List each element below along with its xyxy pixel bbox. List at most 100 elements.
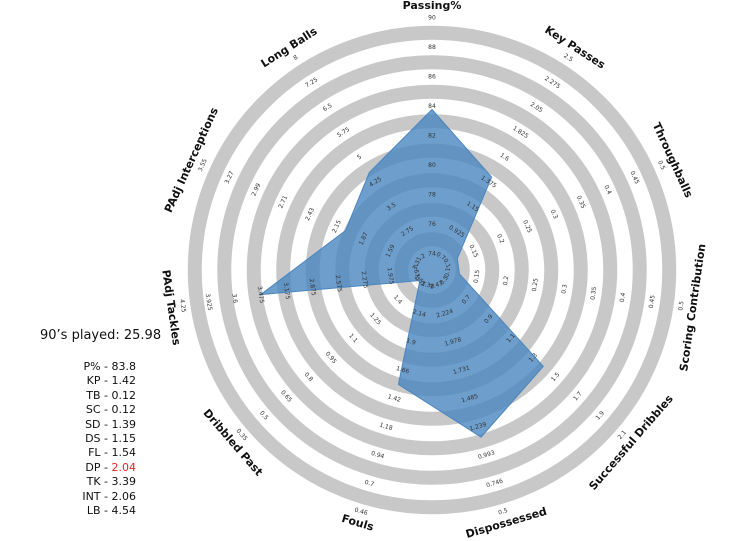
tick-label: 2.5	[562, 52, 574, 63]
tick-label: 0.5	[258, 410, 270, 422]
stat-value: 3.39	[111, 475, 137, 489]
tick-label: 74	[428, 251, 436, 258]
tick-label: 88	[428, 44, 436, 51]
tick-label: 76	[428, 221, 436, 228]
stat-value: 1.42	[111, 374, 137, 388]
tick-label: 0.746	[485, 478, 504, 490]
tick-label: 1.59	[385, 243, 397, 258]
tick-label: 1.1	[347, 333, 359, 345]
tick-label: 0.25	[521, 219, 533, 234]
stat-separator: -	[100, 504, 112, 518]
tick-label: 1.31	[411, 256, 423, 271]
tick-label: 5	[356, 153, 363, 161]
tick-label: 0.8	[303, 371, 315, 383]
stat-row-dp: DP - 2.04	[82, 461, 136, 475]
radar-ring-7	[217, 55, 647, 485]
tick-label: 0.25	[531, 278, 540, 292]
tick-label: 1.7	[572, 390, 584, 402]
tick-label: 86	[428, 74, 436, 81]
tick-label: 1.25	[368, 312, 382, 327]
tick-label: 82	[428, 133, 436, 140]
tick-label: 0.46	[354, 507, 369, 518]
tick-label: 8	[292, 54, 299, 62]
stat-list: P% - 83.8 KP - 1.42 TB - 0.12 SC - 0.12 SD -…	[82, 360, 136, 518]
tick-label: 2.38	[420, 280, 435, 291]
stat-key: INT	[82, 489, 101, 503]
tick-label: 0.4	[619, 292, 627, 303]
tick-label: 1.978	[444, 336, 463, 348]
tick-label: 1.239	[469, 421, 488, 433]
stat-value: 2.04	[111, 460, 137, 474]
tick-label: 0.1	[444, 267, 452, 278]
played-summary: 90’s played: 25.98	[40, 328, 161, 343]
tick-label: 2.43	[304, 207, 316, 222]
tick-label: 0.993	[477, 449, 496, 461]
tick-label: 0.3	[560, 284, 568, 295]
stat-value: 1.39	[111, 417, 137, 431]
axis-label-dribbled-past: Dribbled Past	[200, 407, 265, 479]
stat-row-sd: SD - 1.39	[82, 418, 136, 432]
played-value: 25.98	[123, 328, 162, 343]
tick-label: 3.5	[386, 201, 398, 212]
tick-label: 0.5	[656, 160, 666, 172]
stat-value: 0.12	[111, 403, 137, 417]
tick-label: 3.55	[197, 158, 209, 173]
tick-label: 1.5	[550, 371, 562, 383]
stat-row-fl: FL - 1.54	[82, 446, 136, 460]
tick-label: 1.9	[405, 337, 416, 346]
stat-key: SD	[85, 417, 101, 431]
tick-label: 0.95	[324, 350, 338, 365]
stat-key: TK	[86, 475, 101, 489]
tick-label: 5.75	[336, 126, 351, 139]
axis-label-fouls: Fouls	[340, 512, 376, 534]
tick-label: 2.99	[250, 182, 262, 197]
tick-label: 0.35	[575, 195, 587, 210]
stat-separator: -	[100, 446, 112, 460]
tick-label: 0.15	[467, 244, 479, 259]
stat-value: 4.54	[111, 504, 137, 518]
tick-label: 1.3	[528, 352, 540, 364]
tick-label: 84	[428, 103, 436, 110]
tick-label: 2.47	[429, 280, 444, 291]
stat-row-lb: LB - 4.54	[82, 504, 136, 518]
tick-label: 0.35	[589, 286, 598, 300]
tick-label: 1.66	[395, 365, 410, 376]
tick-label: 1.975	[386, 267, 395, 285]
tick-label: 0.2	[495, 233, 505, 245]
stat-row-int: INT - 2.06	[82, 490, 136, 504]
tick-label: 2.275	[360, 271, 369, 289]
stat-key: TB	[86, 388, 101, 402]
tick-label: 3.6	[230, 293, 238, 304]
tick-label: 0.65	[279, 389, 293, 404]
tick-label: 1.485	[461, 393, 480, 405]
stat-separator: -	[100, 432, 112, 446]
tick-label: 1.731	[452, 364, 471, 376]
radar-tick-labels: 7476788082848688900.70.9251.151.3751.61.…	[178, 15, 685, 518]
tick-label: 2.224	[436, 308, 455, 320]
tick-label: 7.25	[304, 76, 319, 89]
stat-key: DP	[85, 460, 101, 474]
tick-label: 2.71	[277, 194, 289, 209]
stat-key: FL	[88, 446, 101, 460]
tick-label: 0.9	[483, 313, 495, 325]
radar-ring-8	[187, 25, 677, 515]
stat-value: 83.8	[111, 360, 137, 373]
tick-label: 0.94	[370, 450, 385, 461]
tick-label: 90	[428, 15, 436, 22]
axis-label-passing-: Passing%	[403, 0, 462, 12]
stat-row-tk: TK - 3.39	[82, 475, 136, 489]
tick-label: 3.475	[256, 286, 265, 304]
stat-value: 1.15	[111, 432, 137, 446]
tick-label: 2.875	[308, 278, 317, 296]
tick-label: 0.1	[441, 258, 451, 270]
tick-label: 2.14	[412, 308, 427, 319]
stat-key: P%	[83, 360, 101, 373]
tick-label: 4.25	[178, 299, 187, 313]
tick-label: 0.5	[497, 507, 508, 516]
tick-label: 3.175	[282, 282, 291, 300]
stat-separator: -	[100, 417, 112, 431]
tick-label: 1.87	[358, 231, 370, 246]
tick-label: 0.45	[628, 170, 640, 185]
tick-label: 1.18	[379, 422, 394, 433]
stat-separator: -	[100, 489, 112, 503]
